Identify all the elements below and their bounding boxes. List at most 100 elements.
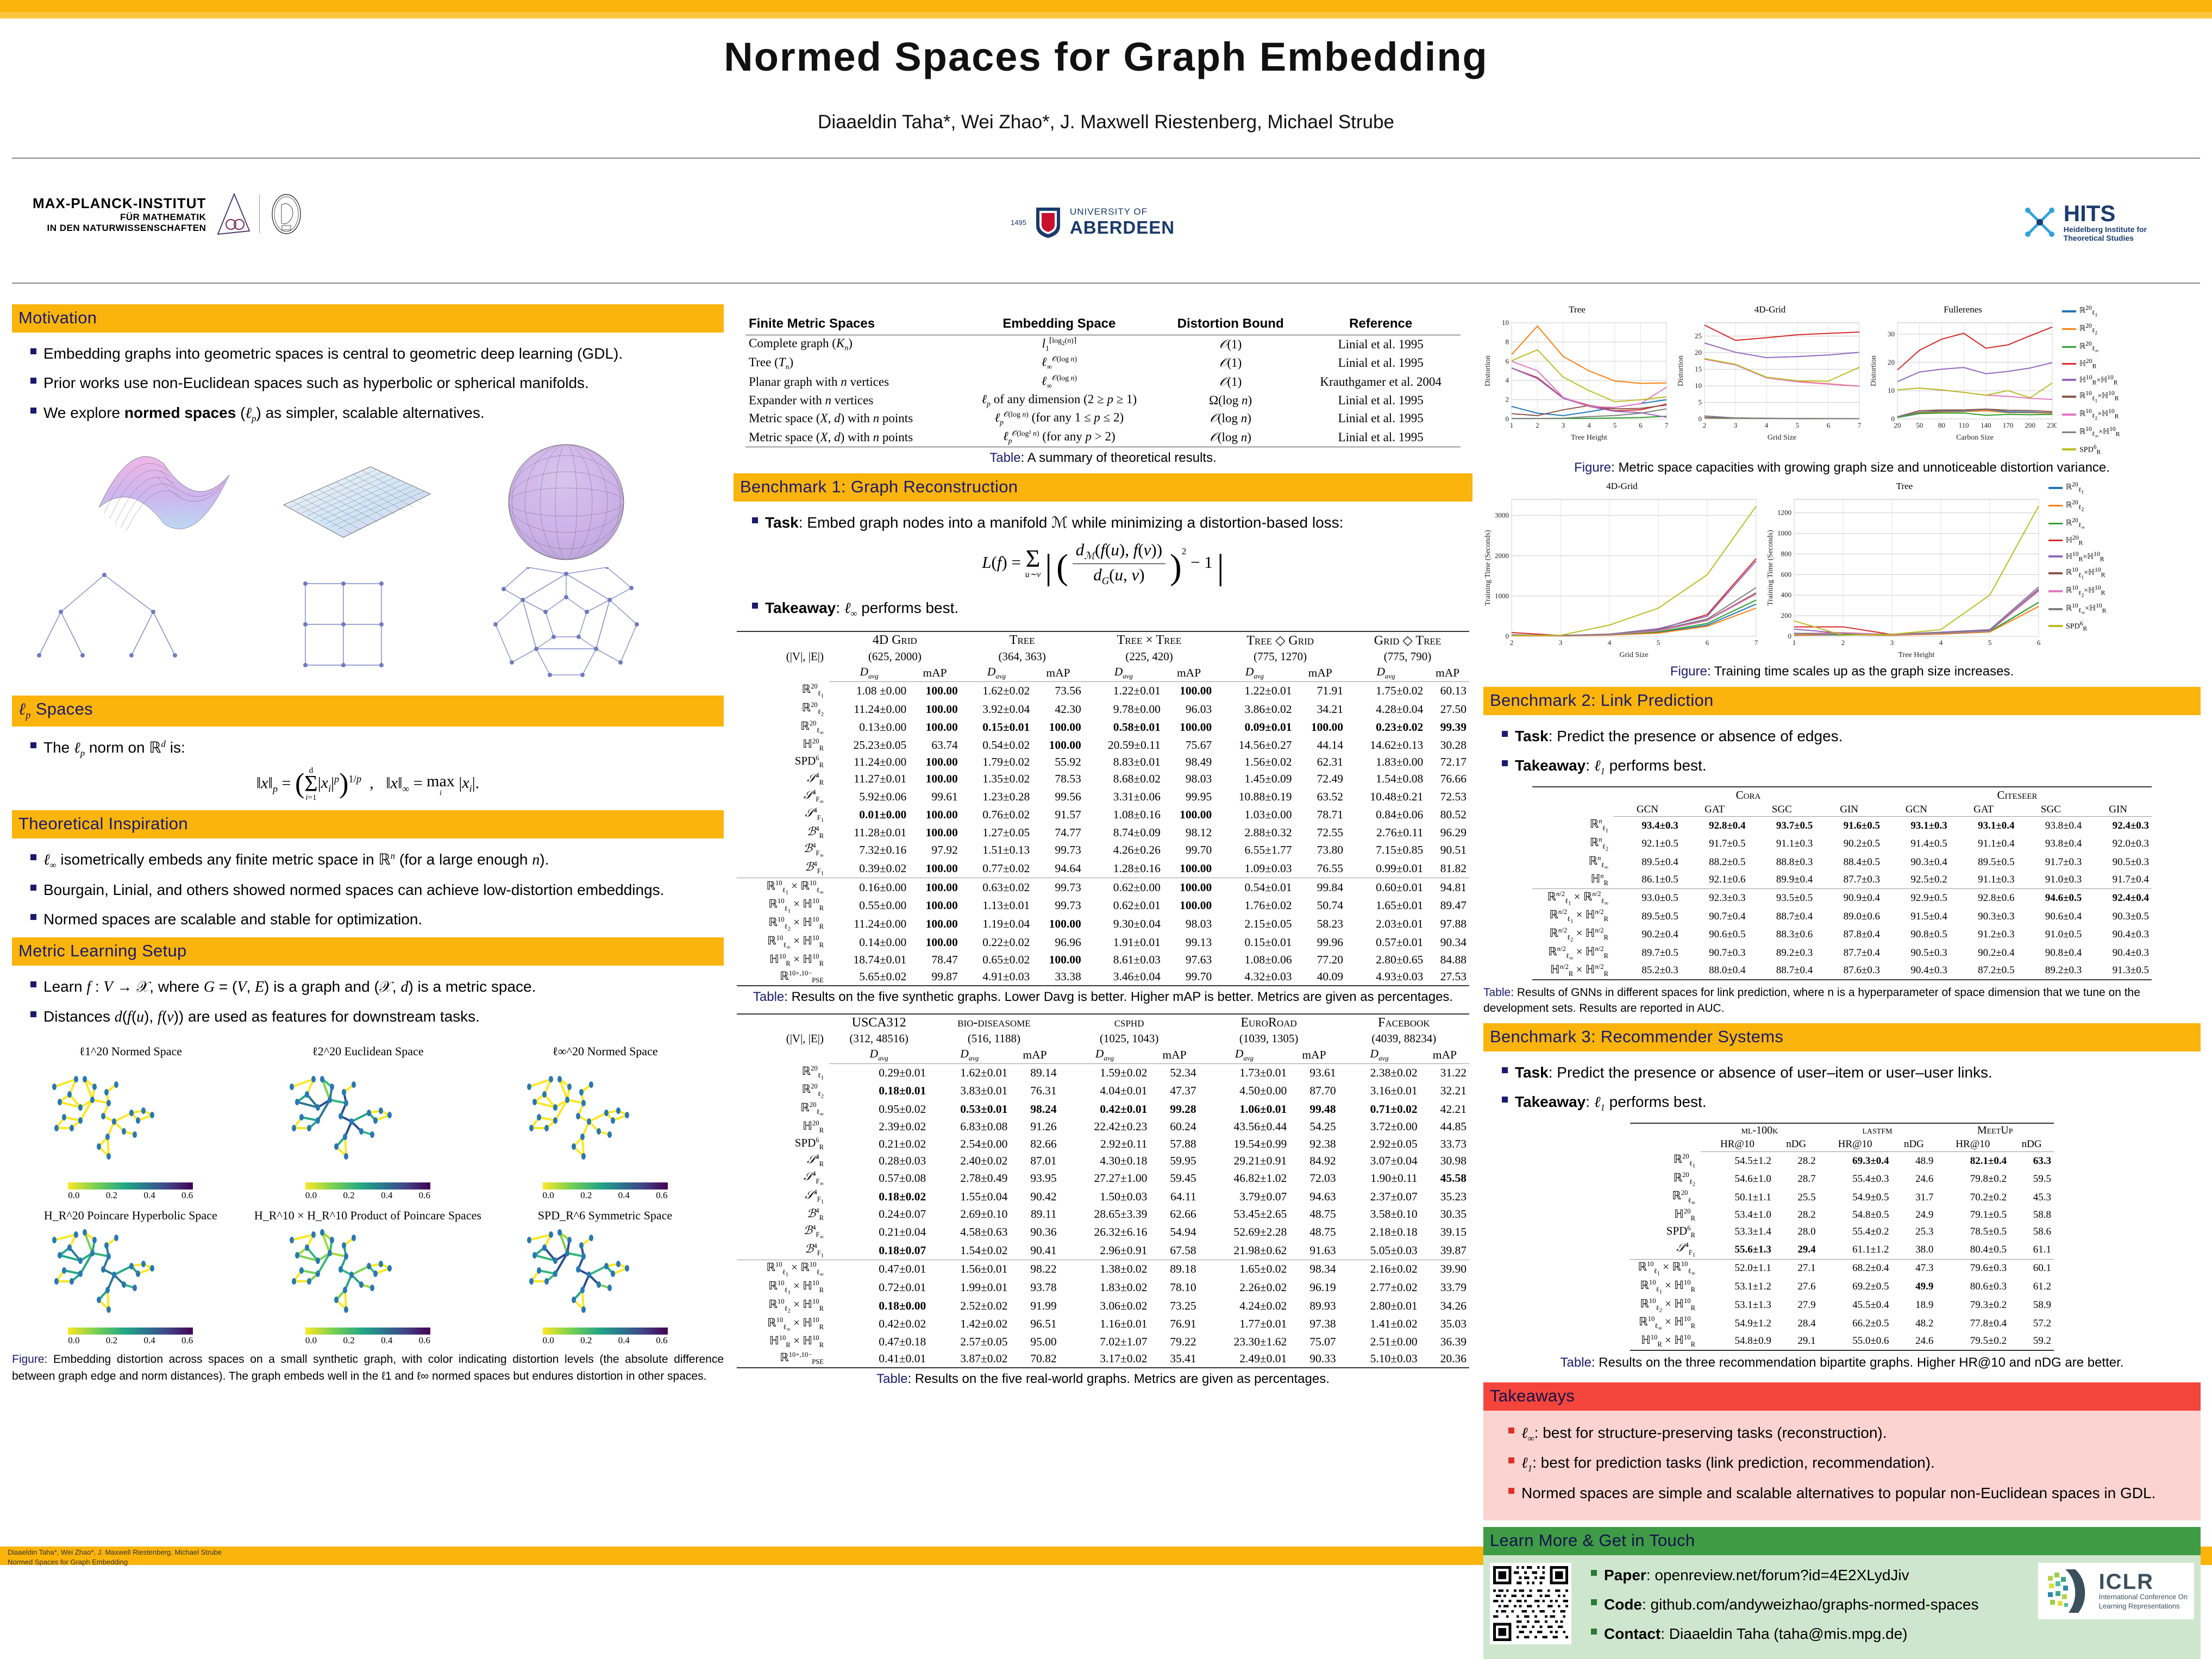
- colorbar-gradient: [305, 1182, 430, 1190]
- list-item[interactable]: Code: github.com/andyweizhao/graphs-norm…: [1591, 1592, 2026, 1617]
- group-size: (625, 2000): [868, 650, 922, 663]
- list-item: ℓ1: best for prediction tasks (link pred…: [1508, 1450, 2194, 1476]
- iclr-title: ICLR: [2098, 1569, 2154, 1594]
- qr-code-icon[interactable]: [1490, 1562, 1571, 1644]
- table-cell: 61.2: [2033, 1281, 2051, 1293]
- table-cell: 0.57±0.01: [1376, 935, 1424, 949]
- chart-panel-svg: 0 1000 2000 3000 2 3 4 5 6 7 Grid Size Training Tim…: [1484, 499, 1758, 659]
- table-cell: 77.8±0.4: [1970, 1317, 2007, 1329]
- table-row: ℬ4F∞ 0.21±0.04 4.58±0.63 90.36 26.32±6.16 54.…: [737, 1223, 1469, 1242]
- table-cell: 0.63±0.02: [960, 878, 1033, 897]
- table-cell: 92.0±0.3: [2112, 838, 2149, 850]
- table-cell: 1.13±0.01: [982, 899, 1030, 912]
- graph-illustrations: [12, 565, 724, 692]
- table-cell: 99.73: [1055, 843, 1081, 857]
- table-cell: 0.42±0.02: [879, 1317, 926, 1331]
- legend-item: ℝ20ℓ∞: [2062, 340, 2120, 354]
- table-cell: 0.76±0.02: [982, 808, 1030, 822]
- svg-text:170: 170: [2003, 421, 2014, 429]
- legend-item: ℝ20ℓ2: [2062, 322, 2120, 336]
- table-cell: 1.35±0.02: [982, 772, 1030, 786]
- table-cell: 2.80±0.65: [1376, 953, 1424, 967]
- takeaways-panel: ℓ∞: best for structure-preserving tasks …: [1483, 1410, 2201, 1520]
- table-cell: 100.00: [1163, 878, 1215, 897]
- svg-text:3: 3: [1734, 421, 1738, 429]
- table-cell: 0.54±0.02: [982, 738, 1030, 752]
- table-cell: 27.27±1.00: [1094, 1172, 1148, 1185]
- svg-text:50: 50: [1916, 421, 1923, 429]
- training-time-charts: 4D-Grid 0 1000 2000 3000 2 3 4 5 6 7 Grid Size Train…: [1483, 481, 2201, 679]
- table-cell: 91.0±0.3: [2045, 874, 2082, 886]
- paper-link[interactable]: : openreview.net/forum?id=4E2XLydJiv: [1646, 1566, 1909, 1583]
- table-cell: 59.5: [2033, 1173, 2051, 1185]
- col-header: nDG: [1891, 1137, 1937, 1152]
- table-cell: 94.64: [1055, 861, 1081, 875]
- table-cell: 75.07: [1309, 1335, 1336, 1348]
- graph-svg: [37, 565, 639, 677]
- row-label: ℬ4F∞: [803, 1224, 824, 1241]
- section-header-benchmark-3: Benchmark 3: Recommender Systems: [1483, 1023, 2201, 1051]
- table-cell: 58.9: [2033, 1299, 2051, 1311]
- recsys-table-caption: Table: Results on the three recommendati…: [1483, 1355, 2201, 1370]
- svg-text:6: 6: [1827, 421, 1831, 429]
- row-label: SPD6R: [794, 754, 824, 769]
- table-cell: 0.29±0.01: [879, 1066, 926, 1079]
- table-cell: 0.77±0.02: [982, 861, 1030, 875]
- table-cell: 0.55±0.00: [859, 899, 907, 912]
- svg-text:7: 7: [1665, 421, 1669, 429]
- table-cell: 0.47±0.18: [879, 1335, 926, 1348]
- aberdeen-crest-icon: [1036, 208, 1060, 238]
- table-cell: 5.10±0.03: [1370, 1352, 1418, 1366]
- table-cell: 63.74: [931, 738, 958, 752]
- mpi-line-1: MAX-PLANCK-INSTITUT: [33, 195, 206, 211]
- table-cell: 24.6: [1915, 1335, 1934, 1347]
- table-cell: 99.61: [931, 790, 958, 803]
- embedding-panel-title: ℓ1^20 Normed Space: [79, 1044, 183, 1059]
- table-row: SPD6R 11.24±0.00 100.00 1.79±0.02 55.92 8.83±…: [737, 754, 1469, 771]
- col-header: SGC: [1748, 803, 1816, 817]
- table-row: ℬ4R 11.28±0.01 100.00 1.27±0.05 74.77 8.74±0.…: [737, 824, 1469, 841]
- table-cell: 100.00: [1049, 953, 1081, 967]
- list-item[interactable]: Paper: openreview.net/forum?id=4E2XLydJi…: [1591, 1563, 2026, 1587]
- row-label: ℝ10ℓ∞ × ℍ10R: [767, 1316, 824, 1333]
- chart-panel-title: 4D-Grid: [1606, 481, 1638, 492]
- table-cell: 100.00: [925, 935, 958, 949]
- list-item: Distances d(f(u), f(v)) are used as feat…: [30, 1004, 724, 1029]
- table-cell: 96.29: [1440, 825, 1467, 839]
- table-cell: 53.45±2.65: [1233, 1207, 1287, 1221]
- table-cell: 2.92±0.11: [1100, 1137, 1148, 1150]
- embedding-panel: H_R^10 × H_R^10 Product of Poincare Spac…: [249, 1209, 487, 1346]
- contact-email[interactable]: : Diaaeldin Taha (taha@mis.mpg.de): [1660, 1625, 1908, 1643]
- group-size: (1025, 1043): [1099, 1031, 1159, 1045]
- table-cell: 58.8: [2033, 1209, 2051, 1221]
- chart-panel-svg: 0 200 400 600 800 1000 1200 1 2 3 4 5 6 Tree Height Tr…: [1766, 499, 2041, 659]
- embedding-panel: ℓ1^20 Normed Space: [12, 1044, 249, 1201]
- table-cell: 11.27±0.01: [854, 772, 907, 786]
- task-text: : Embed graph nodes into a manifold ℳ wh…: [798, 514, 1344, 531]
- list-item: Task: Predict the presence or absence of…: [1502, 724, 2201, 748]
- theory-bullets: ℓ∞ isometrically embeds any finite metri…: [12, 847, 724, 932]
- table-cell: 53.1±1.2: [1734, 1281, 1771, 1293]
- table-cell: 28.2: [1797, 1155, 1816, 1167]
- table-cell: 92.5±0.2: [1910, 874, 1947, 886]
- table-row: ℝ20ℓ2 54.6±1.0 28.7 55.4±0.3 24.6 79.8±0.2 59.…: [1630, 1170, 2054, 1188]
- table-cell: 70.2±0.2: [1970, 1191, 2007, 1203]
- svg-text:20: 20: [1888, 358, 1895, 366]
- cbtick: 0.6: [656, 1190, 668, 1201]
- table-cell: 72.03: [1309, 1172, 1336, 1185]
- table-cell: 1.16±0.01: [1100, 1317, 1148, 1331]
- cbtick: 0.4: [618, 1335, 630, 1346]
- embedding-panel-title: H_R^10 × H_R^10 Product of Poincare Spac…: [254, 1209, 481, 1223]
- caption-keyword: Table: [876, 1372, 908, 1387]
- table-cell: 47.3: [1891, 1259, 1937, 1278]
- table-cell: 89.11: [1031, 1207, 1057, 1221]
- embedding-panel: H_R^20 Poincare Hyperbolic Space: [12, 1209, 249, 1346]
- chart-panel-title: Fullerenes: [1944, 304, 1982, 315]
- series-line: [1897, 362, 2053, 383]
- code-link[interactable]: : github.com/andyweizhao/graphs-normed-s…: [1642, 1595, 1979, 1613]
- table-cell: 99.73: [1032, 878, 1084, 897]
- table-cell: 98.49: [1185, 755, 1212, 768]
- list-item[interactable]: Contact: Diaaeldin Taha (taha@mis.mpg.de…: [1591, 1622, 2026, 1646]
- theory-col-head: Finite Metric Spaces: [749, 316, 875, 331]
